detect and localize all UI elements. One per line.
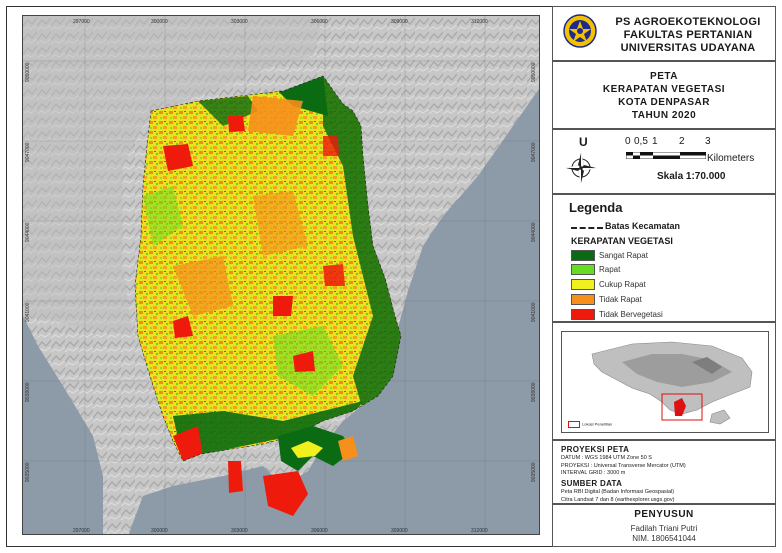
legend-subtitle: KERAPATAN VEGETASI xyxy=(571,236,673,246)
grid-label-y: 9035000 xyxy=(25,462,31,482)
legend-swatch xyxy=(571,294,595,305)
institution-line: FAKULTAS PERTANIAN xyxy=(623,29,753,41)
grid-label-y-right: 9035000 xyxy=(531,462,537,482)
institution-line: UNIVERSITAS UDAYANA xyxy=(620,42,756,54)
author-name: Fadilah Triani Putri xyxy=(630,524,698,533)
legend-label: Tidak Bervegetasi xyxy=(599,310,663,319)
scale-tick: 0,5 xyxy=(634,136,648,147)
author-heading: PENYUSUN xyxy=(634,509,694,520)
grid-label-y: 9041000 xyxy=(25,302,31,322)
title-line: TAHUN 2020 xyxy=(631,110,697,121)
scale-unit: Kilometers xyxy=(707,153,755,164)
grid-label-y-right: 9047000 xyxy=(531,142,537,162)
map-title: PETA KERAPATAN VEGETASI KOTA DENPASAR TA… xyxy=(553,70,775,122)
grid-label-x-bottom: 312000 xyxy=(471,528,488,534)
legend-label: Sangat Rapat xyxy=(599,251,648,260)
grid-label-x-bottom: 303000 xyxy=(231,528,248,534)
institution-line: PS AGROEKOTEKNOLOGI xyxy=(615,16,761,28)
grid-label-x: 303000 xyxy=(231,19,248,25)
grid-label-x: 312000 xyxy=(471,19,488,25)
legend-item: Rapat xyxy=(571,264,771,276)
author-nim: NIM. 1806541044 xyxy=(632,534,696,543)
grid-label-x-bottom: 297000 xyxy=(73,528,90,534)
title-line: PETA xyxy=(650,71,678,82)
grid-label-x: 297000 xyxy=(73,19,90,25)
boundary-line-symbol xyxy=(571,227,603,229)
title-box: PETA KERAPATAN VEGETASI KOTA DENPASAR TA… xyxy=(552,61,776,129)
projection-heading: PROYEKSI PETA xyxy=(561,445,630,454)
grid-label-y: 9044000 xyxy=(25,222,31,242)
legend-boundary: Batas Kecamatan xyxy=(571,221,771,233)
projection-info: DATUM : WGS 1984 UTM Zone 50 S PROYEKSI … xyxy=(561,455,686,478)
projection-line: DATUM : WGS 1984 UTM Zone 50 S xyxy=(561,455,652,461)
map-view[interactable]: 297000 300000 303000 306000 309000 31200… xyxy=(22,15,540,535)
legend-item: Cukup Rapat xyxy=(571,279,771,291)
institution-name: PS AGROEKOTEKNOLOGI FAKULTAS PERTANIAN U… xyxy=(605,16,771,55)
grid-label-x-bottom: 309000 xyxy=(391,528,408,534)
inset-legend: Lokasi Penelitian xyxy=(568,421,612,428)
legend-swatch xyxy=(571,279,595,290)
north-label: U xyxy=(579,135,588,149)
source-line: Citra Landsat 7 dan 8 (earthexplorer.usg… xyxy=(561,496,675,503)
north-arrow-icon xyxy=(566,153,596,183)
source-heading: SUMBER DATA xyxy=(561,479,623,488)
source-info: Peta RBI Digital (Badan Informasi Geospa… xyxy=(561,489,674,504)
scale-tick: 0 xyxy=(625,136,631,147)
legend-item: Tidak Rapat xyxy=(571,294,771,306)
legend-label: Rapat xyxy=(599,265,621,274)
grid-label-x: 300000 xyxy=(151,19,168,25)
grid-label-x: 306000 xyxy=(311,19,328,25)
grid-label-y-right: 9041000 xyxy=(531,302,537,322)
inset-box: Lokasi Penelitian xyxy=(552,322,776,440)
legend-box: Legenda Batas Kecamatan KERAPATAN VEGETA… xyxy=(552,194,776,322)
scale-tick: 1 xyxy=(652,136,658,147)
source-line: Peta RBI Digital (Badan Informasi Geospa… xyxy=(561,489,675,495)
scale-ratio: Skala 1:70.000 xyxy=(657,171,726,182)
legend-swatch xyxy=(571,309,595,320)
university-logo xyxy=(563,14,597,48)
land-shadow xyxy=(23,16,323,336)
grid-label-x-bottom: 300000 xyxy=(151,528,168,534)
legend-swatch xyxy=(571,264,595,275)
grid-label-y-right: 9044000 xyxy=(531,222,537,242)
grid-label-x-bottom: 306000 xyxy=(311,528,328,534)
projection-line: PROYEKSI : Universal Transverse Mercator… xyxy=(561,462,686,469)
map-info-panel: PS AGROEKOTEKNOLOGI FAKULTAS PERTANIAN U… xyxy=(552,6,776,547)
header-box: PS AGROEKOTEKNOLOGI FAKULTAS PERTANIAN U… xyxy=(552,6,776,61)
author-box: PENYUSUN Fadilah Triani Putri NIM. 18065… xyxy=(552,504,776,547)
legend-item: Sangat Rapat xyxy=(571,250,771,262)
inset-bali-map xyxy=(562,332,768,432)
grid-label-y: 9050000 xyxy=(25,62,31,82)
legend-swatch xyxy=(571,250,595,261)
legend-label: Tidak Rapat xyxy=(599,295,642,304)
vegetation-density-layer xyxy=(134,75,402,516)
inset-legend-swatch xyxy=(568,421,580,428)
scale-tick: 2 xyxy=(679,136,685,147)
legend-item: Tidak Bervegetasi xyxy=(571,309,771,321)
title-line: KERAPATAN VEGETASI xyxy=(602,84,726,95)
inset-legend-label: Lokasi Penelitian xyxy=(582,421,613,427)
grid-label-y-right: 9050000 xyxy=(531,62,537,82)
projection-line: INTERVAL GRID : 3000 m xyxy=(561,470,626,476)
grid-label-y-right: 9038000 xyxy=(531,382,537,402)
grid-label-y: 9038000 xyxy=(25,382,31,402)
boundary-label: Batas Kecamatan xyxy=(605,221,681,231)
map-canvas xyxy=(23,16,539,534)
grid-label-x: 309000 xyxy=(391,19,408,25)
scale-tick: 3 xyxy=(705,136,711,147)
legend-label: Cukup Rapat xyxy=(599,280,646,289)
legend-title: Legenda xyxy=(569,200,623,215)
scale-bar xyxy=(626,152,706,159)
grid-label-y: 9047000 xyxy=(25,142,31,162)
title-line: KOTA DENPASAR xyxy=(618,97,710,108)
scale-box: U 0 0,5 1 2 3 Kilometers Skala 1:70.000 xyxy=(552,129,776,194)
inset-map[interactable]: Lokasi Penelitian xyxy=(561,331,769,433)
metadata-box: PROYEKSI PETA DATUM : WGS 1984 UTM Zone … xyxy=(552,440,776,504)
